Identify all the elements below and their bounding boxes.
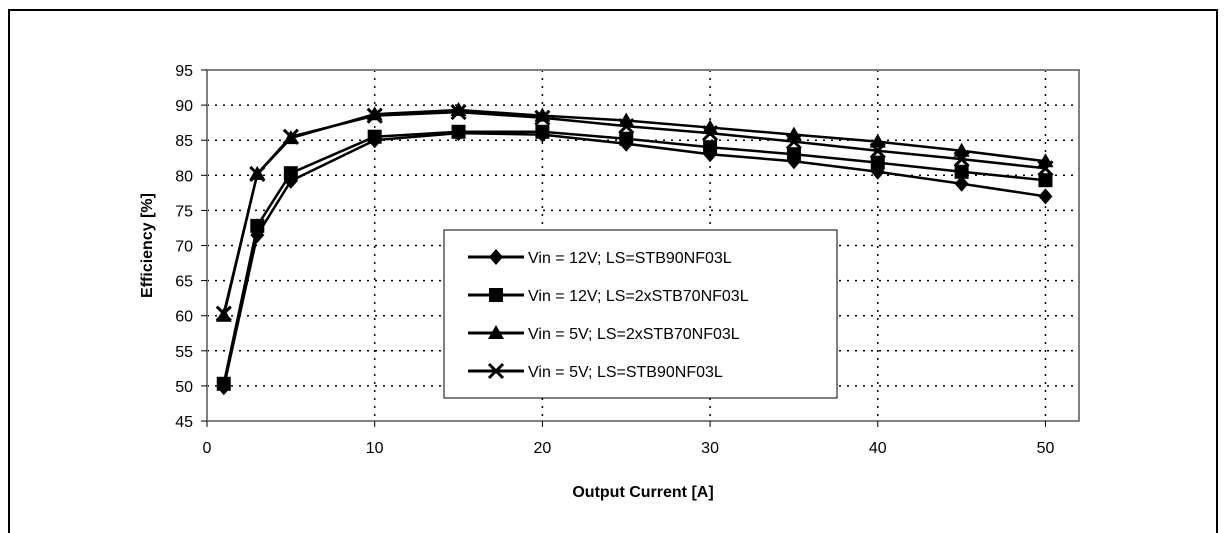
legend-label: Vin = 5V; LS=2xSTB70NF03L bbox=[528, 326, 740, 343]
legend-label: Vin = 5V; LS=STB90NF03L bbox=[528, 364, 723, 381]
series-lines bbox=[215, 102, 1054, 396]
x-mark-stroke bbox=[366, 107, 383, 124]
x-mark-stroke bbox=[1037, 160, 1054, 177]
square-data-point bbox=[1038, 173, 1053, 188]
x-data-point bbox=[785, 133, 802, 150]
x-mark-stroke bbox=[487, 362, 505, 380]
x-data-point bbox=[249, 165, 266, 182]
legend-item: Vin = 12V; LS=2xSTB70NF03L bbox=[468, 288, 749, 305]
x-data-point bbox=[215, 305, 232, 322]
x-tick-label: 0 bbox=[203, 440, 212, 457]
x-data-point bbox=[953, 151, 970, 168]
x-mark-stroke bbox=[953, 151, 970, 168]
square-data-point bbox=[216, 376, 231, 391]
x-data-point bbox=[534, 109, 551, 126]
y-tick-label: 60 bbox=[175, 309, 193, 326]
diamond-data-point bbox=[1038, 188, 1053, 205]
y-tick-label: 70 bbox=[175, 239, 193, 256]
x-tick-label: 10 bbox=[366, 440, 384, 457]
triangle-data-point bbox=[869, 133, 886, 148]
x-data-point bbox=[618, 118, 635, 135]
x-data-point bbox=[450, 104, 467, 121]
y-tick-label: 85 bbox=[175, 133, 193, 150]
x-tick-label: 20 bbox=[533, 440, 551, 457]
legend-x-marker bbox=[487, 362, 505, 380]
diamond-data-point bbox=[954, 175, 969, 192]
x-axis-title: Output Current [A] bbox=[572, 484, 713, 501]
x-mark-stroke bbox=[702, 125, 719, 142]
y-tick-label: 95 bbox=[175, 63, 193, 80]
square-data-point bbox=[535, 124, 550, 139]
square-data-point bbox=[954, 164, 969, 179]
legend-item: Vin = 12V; LS=STB90NF03L bbox=[468, 249, 732, 267]
series-line bbox=[222, 131, 1046, 388]
square-data-point bbox=[451, 124, 466, 139]
square-data-point bbox=[870, 155, 885, 170]
x-tick-label: 50 bbox=[1037, 440, 1055, 457]
legend: Vin = 12V; LS=STB90NF03L Vin = 12V; LS=2x… bbox=[443, 229, 838, 399]
x-tick-label: 30 bbox=[701, 440, 719, 457]
x-mark-stroke bbox=[534, 109, 551, 126]
square-data-point bbox=[250, 218, 265, 233]
y-tick-label: 55 bbox=[175, 344, 193, 361]
x-mark-stroke bbox=[215, 305, 232, 322]
y-tick-label: 50 bbox=[175, 379, 193, 396]
legend-item: Vin = 5V; LS=STB90NF03L bbox=[468, 362, 723, 381]
x-mark-stroke bbox=[869, 142, 886, 159]
x-mark-stroke bbox=[249, 165, 266, 182]
x-tick-label: 40 bbox=[869, 440, 887, 457]
x-mark-stroke bbox=[282, 128, 299, 145]
x-data-point bbox=[702, 125, 719, 142]
chart-frame bbox=[8, 9, 1218, 533]
square-data-point bbox=[703, 140, 718, 155]
y-tick-label: 75 bbox=[175, 203, 193, 220]
square-data-point bbox=[283, 166, 298, 181]
y-tick-label: 90 bbox=[175, 98, 193, 115]
x-data-point bbox=[1037, 160, 1054, 177]
x-data-point bbox=[282, 128, 299, 145]
legend-triangle-marker bbox=[488, 325, 504, 339]
square-data-point bbox=[367, 129, 382, 144]
square-data-point bbox=[619, 131, 634, 146]
series-line bbox=[222, 130, 1046, 385]
axis-ticks: 45 50 55 60 65 70 75 80 85 90 95 0 10 20 30 40 50 bbox=[175, 63, 1054, 457]
x-data-point bbox=[869, 142, 886, 159]
x-mark-stroke bbox=[785, 133, 802, 150]
legend-label: Vin = 12V; LS=2xSTB70NF03L bbox=[528, 288, 749, 305]
square-data-point bbox=[786, 147, 801, 162]
y-axis-title: Efficiency [%] bbox=[139, 193, 156, 298]
y-tick-label: 65 bbox=[175, 274, 193, 291]
y-tick-label: 45 bbox=[175, 414, 193, 431]
x-data-point bbox=[366, 107, 383, 124]
legend-diamond-marker bbox=[489, 249, 503, 265]
series-4 bbox=[215, 104, 1054, 322]
x-mark-stroke bbox=[450, 104, 467, 121]
legend-square-marker bbox=[489, 288, 503, 302]
y-tick-label: 80 bbox=[175, 168, 193, 185]
grid-lines bbox=[207, 70, 1079, 421]
legend-label: Vin = 12V; LS=STB90NF03L bbox=[528, 250, 732, 267]
series-2 bbox=[216, 124, 1053, 391]
legend-item: Vin = 5V; LS=2xSTB70NF03L bbox=[468, 325, 740, 343]
x-mark-stroke bbox=[618, 118, 635, 135]
